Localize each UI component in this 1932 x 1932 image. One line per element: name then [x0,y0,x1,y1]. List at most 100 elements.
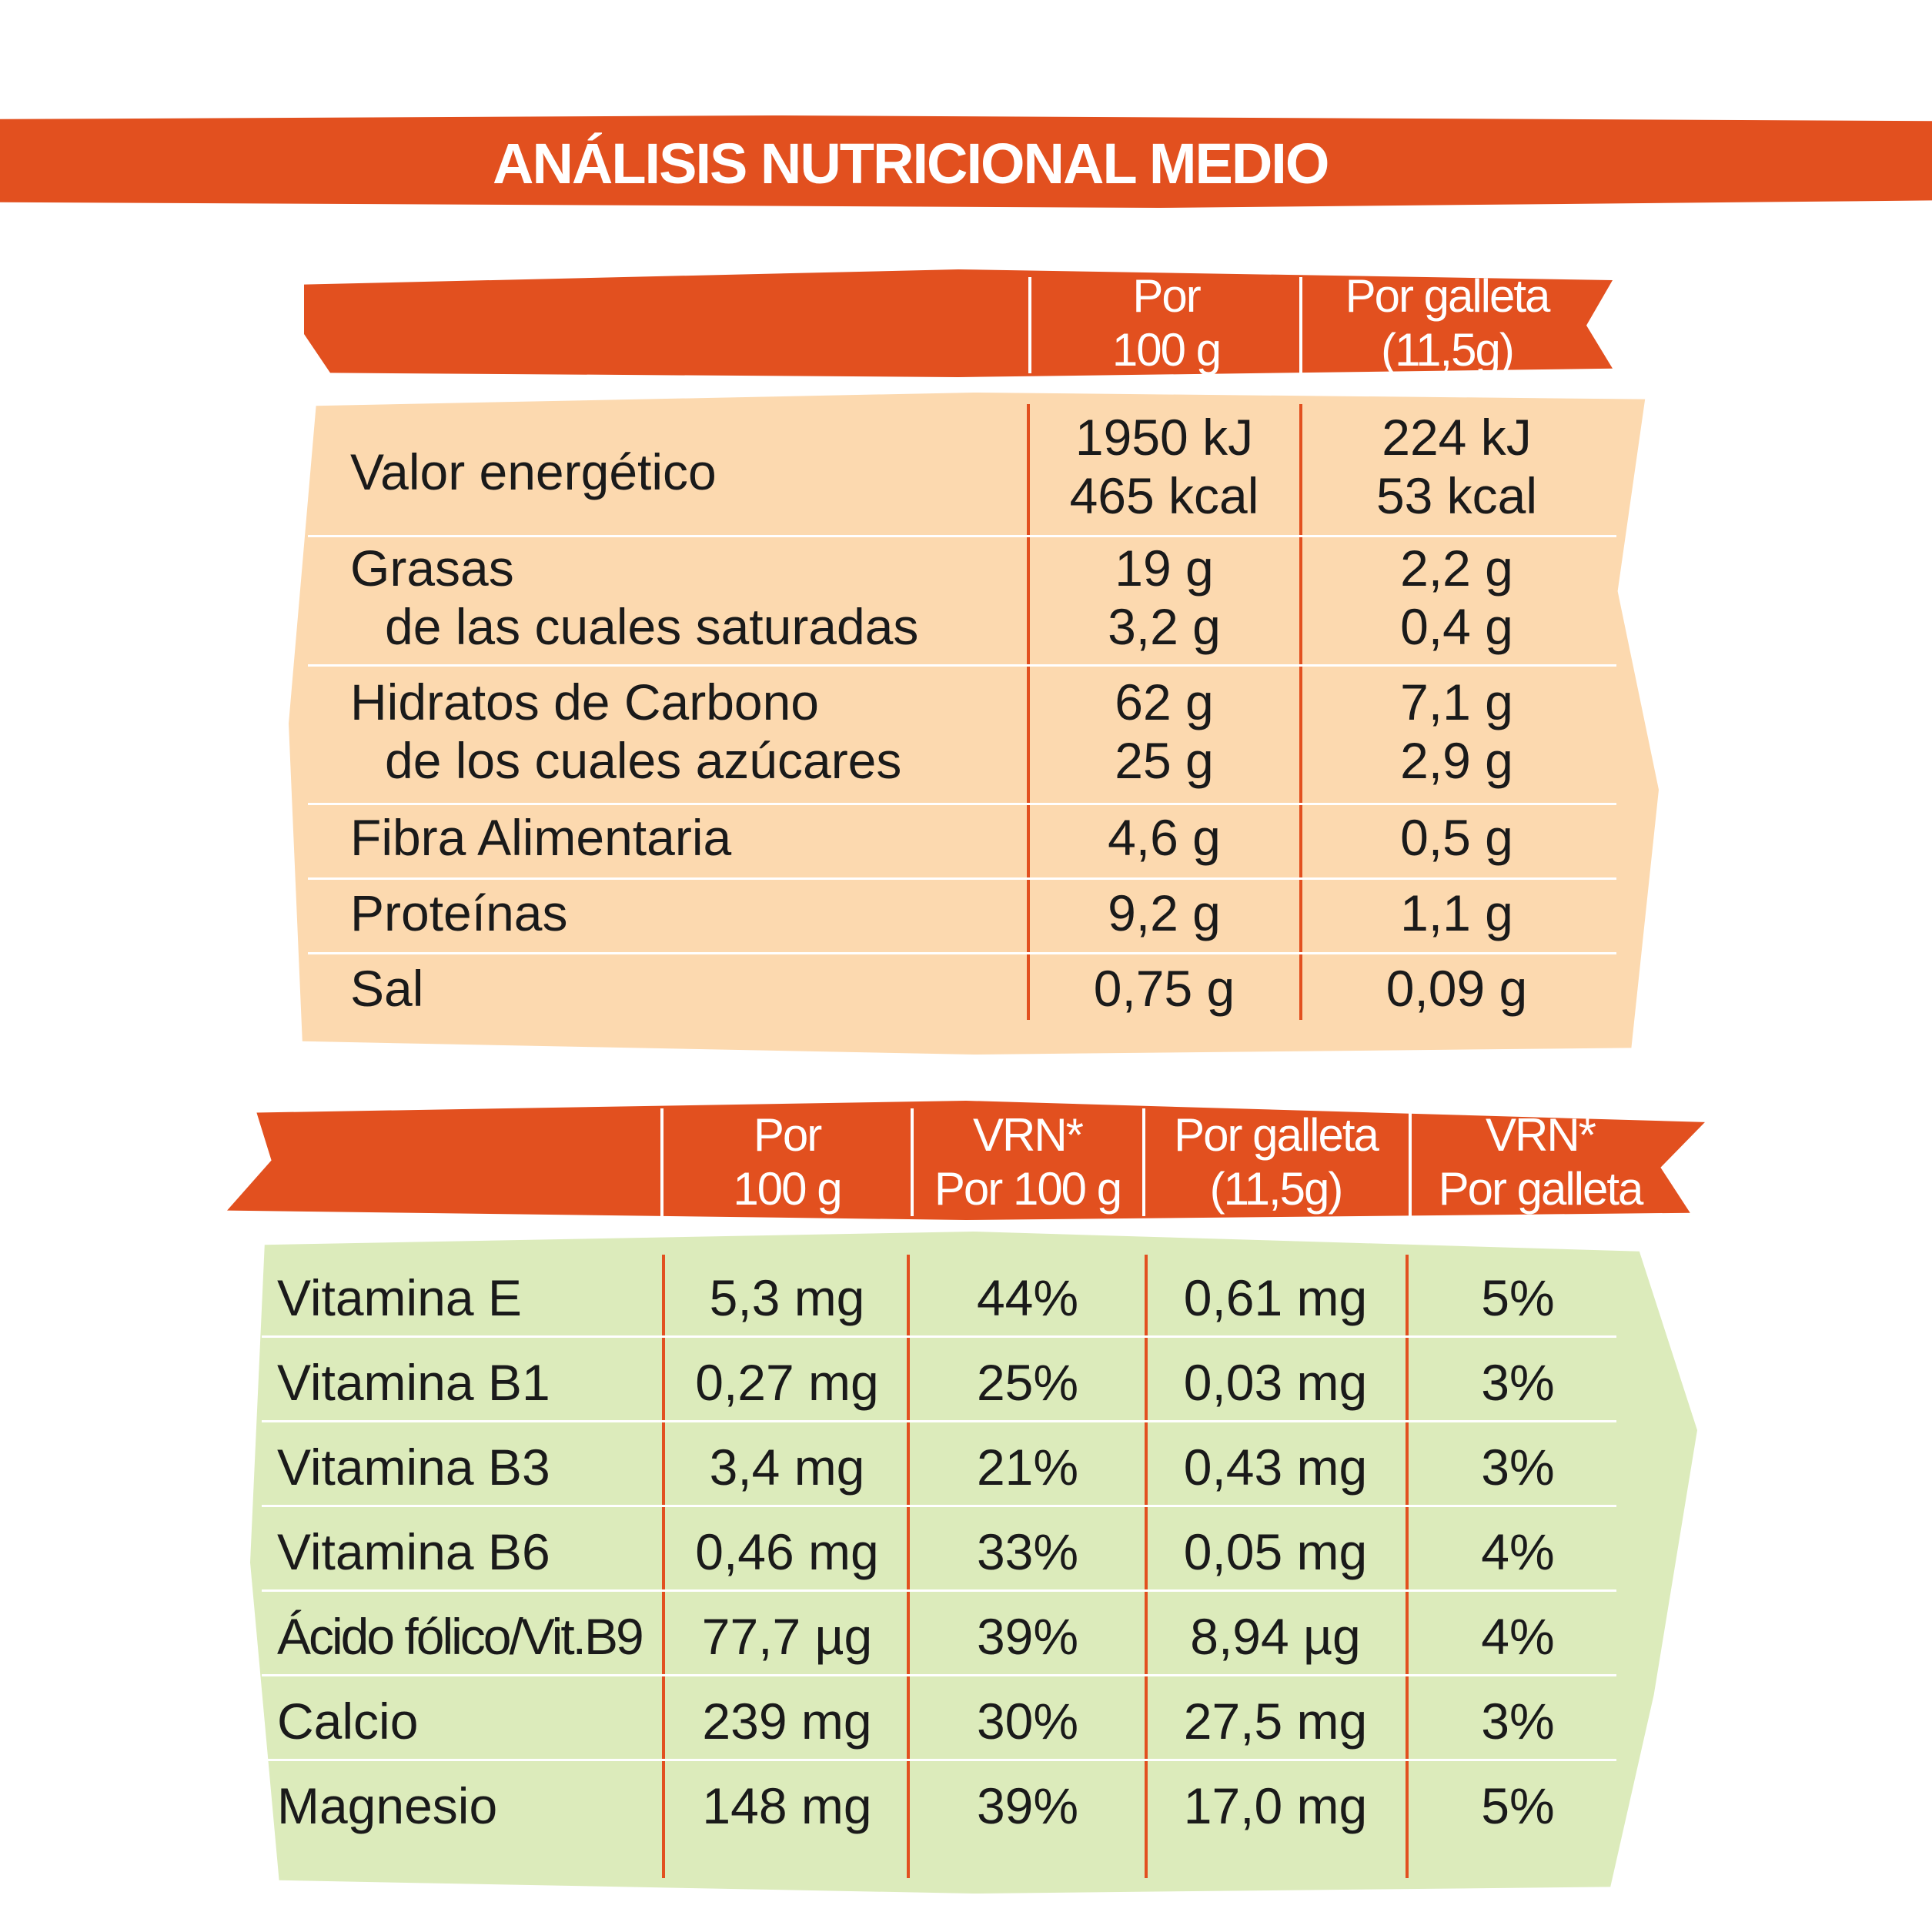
value-per-cookie: 0,05 mg [1183,1523,1368,1580]
value-per-100g: 77,7 µg [701,1608,873,1665]
vrn-per-cookie: 3% [1481,1439,1555,1496]
value-per-cookie: 8,94 µg [1190,1608,1361,1665]
vitamin-label: Ácido fólico/Vit.B9 [277,1608,644,1665]
vrn-per-100g: 25% [976,1354,1079,1411]
value-line: 7,1 g [1400,674,1513,730]
value-line: 224 kJ [1382,409,1532,466]
value-per-cookie: 0,09 g [1385,960,1528,1017]
column-separator [662,1255,665,1878]
header-line: (11,5g) [1209,1163,1344,1215]
column-separator [1406,1255,1409,1878]
row-separator [308,877,1616,880]
vrn-per-100g: 39% [976,1608,1079,1665]
nutrient-label: Hidratos de Carbono de los cuales azúcar… [350,673,901,790]
header-separator [1299,277,1302,373]
header-line: 100 g [1111,324,1222,376]
label-line: Hidratos de Carbono [350,674,820,730]
header-per-cookie: Por galleta (11,5g) [1147,1108,1405,1216]
value-per-cookie: 0,5 g [1400,809,1513,866]
value-line: 465 kcal [1069,467,1259,524]
header-line: (11,5g) [1381,324,1515,376]
header-per-100g: Por 100 g [666,1108,908,1216]
row-separator [262,1759,1616,1761]
value-per-cookie: 7,1 g 2,9 g [1305,673,1609,790]
nutrient-label: Proteínas [350,884,568,941]
label-line: Grasas [350,540,514,597]
nutrient-label: Grasas de las cuales saturadas [350,539,918,656]
header-vrn-per-100g: VRN* Por 100 g [916,1108,1139,1216]
header-line: Por [753,1109,822,1161]
column-separator [1299,404,1302,1020]
page-title: ANÁLISIS NUTRICIONAL MEDIO [493,132,1329,196]
vrn-per-100g: 44% [976,1269,1079,1326]
vrn-per-cookie: 4% [1481,1608,1555,1665]
vrn-per-cookie: 5% [1481,1777,1555,1834]
nutrition-table-header-band [304,269,1613,377]
vitamin-label: Vitamina E [277,1269,522,1326]
header-line: VRN* [972,1109,1084,1161]
value-line: 1950 kJ [1075,409,1254,466]
value-per-cookie: 27,5 mg [1183,1693,1368,1750]
header-separator [660,1108,663,1216]
row-separator [262,1335,1616,1338]
value-line: 53 kcal [1375,467,1538,524]
column-separator [1027,404,1030,1020]
vrn-per-cookie: 5% [1481,1269,1555,1326]
header-separator [1409,1108,1412,1216]
vitamin-label: Vitamina B3 [277,1439,550,1496]
header-line: Por galleta [1438,1163,1644,1215]
sublabel-line: de las cuales saturadas [385,598,919,655]
header-line: Por galleta [1345,270,1551,322]
value-per-100g: 239 mg [702,1693,872,1750]
row-separator [308,803,1616,805]
row-separator [262,1674,1616,1676]
value-per-100g: 1950 kJ 465 kcal [1031,408,1297,525]
value-per-100g: 0,27 mg [695,1354,879,1411]
value-per-100g: 3,4 mg [709,1439,865,1496]
header-line: VRN* [1485,1109,1596,1161]
vrn-per-100g: 39% [976,1777,1079,1834]
header-separator [1142,1108,1145,1216]
value-per-cookie: 17,0 mg [1183,1777,1368,1834]
vrn-per-cookie: 3% [1481,1693,1555,1750]
value-per-cookie: 0,43 mg [1183,1439,1368,1496]
vitamin-label: Magnesio [277,1777,498,1834]
value-line: 19 g [1115,540,1214,597]
vitamin-label: Vitamina B6 [277,1523,550,1580]
title-banner [0,115,1932,208]
vitamin-table-header-band [227,1101,1705,1220]
header-line: Por galleta [1174,1109,1379,1161]
header-per-cookie: Por galleta (11,5g) [1305,269,1589,377]
value-per-cookie: 0,61 mg [1183,1269,1368,1326]
value-per-100g: 62 g 25 g [1031,673,1297,790]
header-per-100g: Por 100 g [1035,269,1297,377]
row-separator [262,1420,1616,1422]
row-separator [262,1589,1616,1592]
vitamin-label: Vitamina B1 [277,1354,550,1411]
header-line: 100 g [733,1163,842,1215]
value-per-cookie: 1,1 g [1400,884,1513,941]
sublabel-line: de los cuales azúcares [385,732,902,789]
value-per-cookie: 2,2 g 0,4 g [1305,539,1609,656]
vitamin-table-background [250,1232,1697,1894]
nutrient-label: Sal [350,960,424,1017]
header-line: Por [1132,270,1201,322]
value-per-100g: 5,3 mg [709,1269,865,1326]
vitamin-label: Calcio [277,1693,419,1750]
row-separator [308,664,1616,667]
value-line: 2,9 g [1400,732,1513,789]
column-separator [1145,1255,1148,1878]
vrn-per-100g: 21% [976,1439,1079,1496]
nutrient-label: Fibra Alimentaria [350,809,732,866]
column-separator [907,1255,910,1878]
vrn-per-100g: 33% [976,1523,1079,1580]
row-separator [308,535,1616,537]
header-separator [911,1108,914,1216]
value-line: 0,4 g [1400,598,1513,655]
header-separator [1028,277,1031,373]
value-per-100g: 0,46 mg [695,1523,879,1580]
vrn-per-cookie: 4% [1481,1523,1555,1580]
value-line: 3,2 g [1108,598,1221,655]
value-per-cookie: 0,03 mg [1183,1354,1368,1411]
nutrient-label: Valor energético [350,443,717,500]
